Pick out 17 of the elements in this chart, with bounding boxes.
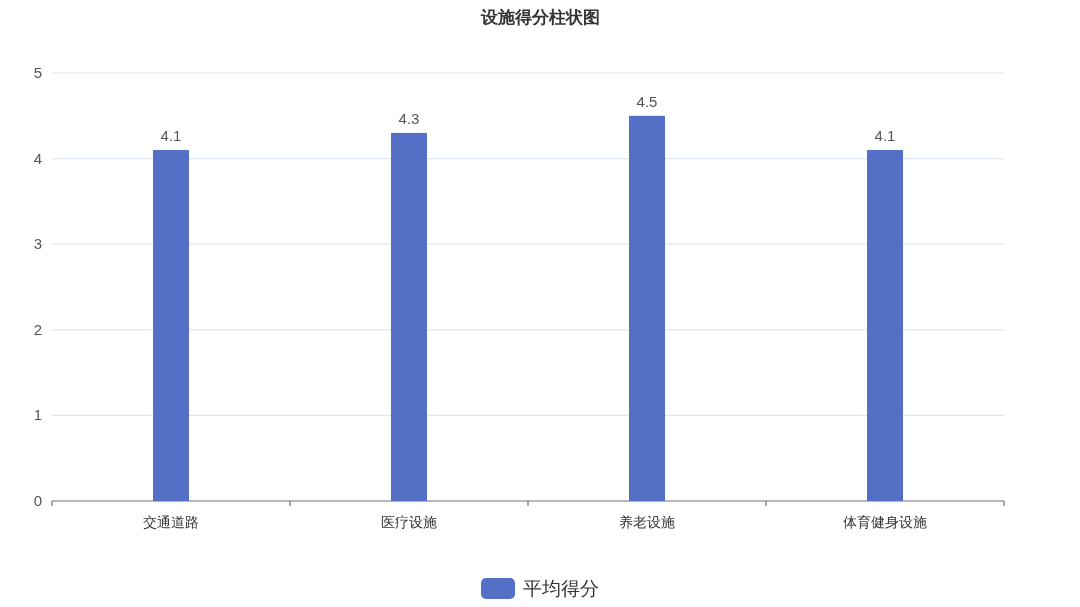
- x-tick-label: 养老设施: [619, 514, 675, 530]
- data-label: 4.1: [874, 127, 896, 145]
- data-label: 4.5: [636, 92, 658, 110]
- chart-title: 设施得分柱状图: [479, 8, 600, 27]
- x-tick-label: 医疗设施: [381, 514, 437, 530]
- y-tick-label: 3: [33, 235, 42, 253]
- y-tick-label: 1: [33, 406, 42, 424]
- data-label: 4.3: [398, 109, 420, 127]
- y-tick-label: 2: [33, 320, 42, 338]
- y-tick-label: 5: [33, 64, 42, 81]
- x-tick-label: 交通道路: [143, 514, 199, 530]
- y-tick-label: 4: [33, 149, 42, 167]
- data-label: 4.1: [160, 127, 182, 145]
- y-tick-label: 0: [33, 492, 42, 509]
- legend-label: 平均得分: [523, 578, 599, 599]
- legend: 平均得分: [481, 578, 599, 599]
- x-tick-label: 体育健身设施: [843, 514, 927, 530]
